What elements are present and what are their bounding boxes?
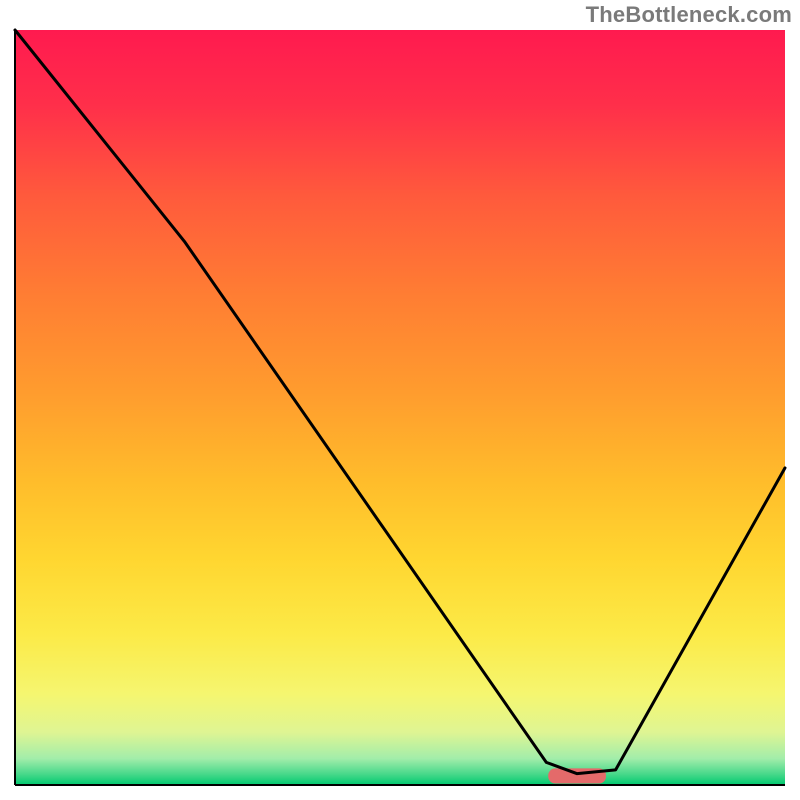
attribution-label: TheBottleneck.com [586, 2, 792, 28]
bottleneck-chart [0, 0, 800, 800]
